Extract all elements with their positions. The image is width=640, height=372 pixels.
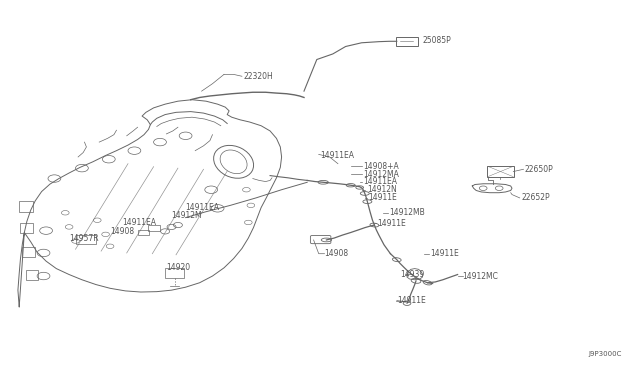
Text: 22650P: 22650P [525,165,554,174]
Text: 14912N: 14912N [367,185,396,194]
Text: 14911E: 14911E [378,219,406,228]
Text: 14911EA: 14911EA [363,177,397,186]
Text: 14911E: 14911E [368,193,397,202]
Text: 25085P: 25085P [422,36,451,45]
Text: 14939: 14939 [400,270,424,279]
Text: 14912MA: 14912MA [363,170,399,179]
Text: 14911E: 14911E [430,249,459,258]
Text: 14920: 14920 [166,263,190,272]
Text: 22652P: 22652P [522,193,550,202]
Bar [165,268,184,278]
Text: 14912MC: 14912MC [462,272,498,280]
Text: 14911EA: 14911EA [122,218,156,227]
Bar [138,230,149,235]
Bar [22,247,35,257]
Text: 14908: 14908 [324,249,349,258]
Text: 14912MB: 14912MB [389,208,425,217]
Bar [76,235,96,244]
Bar [19,201,33,212]
Bar [26,270,38,280]
Bar [148,225,160,231]
Text: 14957R: 14957R [69,234,99,243]
Text: 14908: 14908 [110,227,134,236]
Text: J9P3000C: J9P3000C [589,351,622,357]
Text: 22320H: 22320H [243,72,273,81]
Text: 14908+A: 14908+A [363,162,399,171]
Text: 14911EA: 14911EA [320,151,354,160]
Text: 14911E: 14911E [397,296,426,305]
Bar [20,223,33,232]
Text: 14911EA: 14911EA [186,203,220,212]
Text: 14912M: 14912M [172,211,202,220]
